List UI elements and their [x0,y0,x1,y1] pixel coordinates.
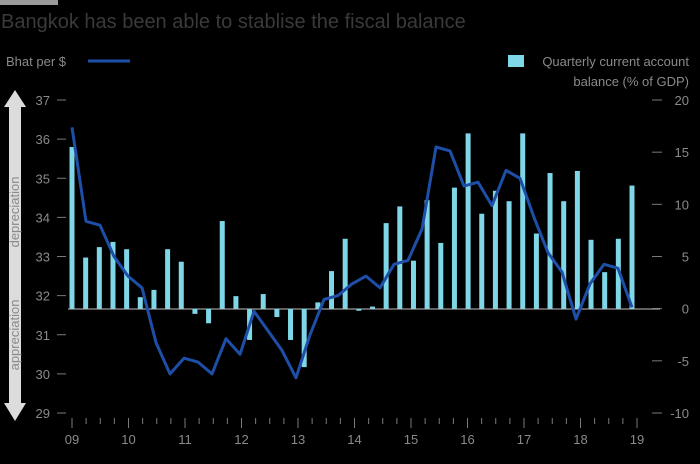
bar [356,308,362,311]
bar [602,272,608,309]
bar [69,146,75,309]
bar [219,221,225,309]
left-tick-label: 34 [36,210,50,225]
right-tick-label: 0 [682,302,689,317]
bar [96,247,102,309]
bar [178,261,184,309]
x-tick-label: 14 [347,432,361,447]
bar [479,213,485,309]
bar [561,201,567,309]
right-tick-label: 5 [682,250,689,265]
bar [260,294,266,309]
left-tick-label: 29 [36,406,50,421]
bar [315,302,321,309]
right-tick-label: 15 [675,145,689,160]
bar [438,242,444,309]
bar [369,306,375,309]
bar [233,296,239,309]
bar [329,271,335,309]
legend-bar-swatch [508,55,524,67]
bar [274,308,280,318]
right-tick-label: -10 [670,406,689,421]
right-tick-label: -5 [677,354,689,369]
bar [506,201,512,309]
bar [192,308,198,314]
bar [574,170,580,309]
x-tick-label: 17 [517,432,531,447]
legend-line-label: Bhat per $ [6,54,67,69]
bar [629,185,635,309]
bar [451,187,457,309]
arrow-label-appreciation: appreciation [7,300,22,371]
bar [424,200,430,309]
right-tick-label: 20 [675,93,689,108]
bar [206,308,212,324]
bar [165,249,171,309]
right-axis: -10 -5 0 5 10 15 20 [652,93,689,421]
left-tick-label: 37 [36,93,50,108]
x-tick-label: 11 [178,432,192,447]
x-tick-label: 18 [573,432,587,447]
legend-bar-label-1: Quarterly current account [542,54,689,69]
chart-title: Bangkok has been able to stablise the fi… [1,11,466,33]
bar [410,260,416,309]
bar [465,133,471,309]
bar [151,289,157,309]
x-tick-label: 15 [404,432,418,447]
bar [588,239,594,309]
x-tick-label: 16 [460,432,474,447]
bar [83,257,89,309]
left-tick-label: 35 [36,171,50,186]
legend-bar-label-2: balance (% of GDP) [573,74,689,89]
x-tick-label: 19 [630,432,644,447]
header-rule [0,0,58,5]
left-tick-label: 32 [36,289,50,304]
right-tick-label: 10 [675,197,689,212]
left-axis: 29 30 31 32 33 34 35 36 37 [36,93,66,421]
bar [397,206,403,309]
x-axis: 09 10 11 12 13 14 15 16 17 18 19 [65,418,644,447]
bar [342,238,348,309]
bar [288,308,294,340]
bar [520,133,526,309]
left-tick-label: 30 [36,367,50,382]
x-tick-label: 13 [291,432,305,447]
bar [137,297,143,309]
bar [301,308,307,368]
bar [492,190,498,309]
x-tick-label: 12 [234,432,248,447]
left-tick-label: 36 [36,132,50,147]
bar [124,249,130,309]
fx-rate-line [70,127,634,380]
x-tick-label: 10 [121,432,135,447]
arrow-label-depreciation: depreciation [7,177,22,248]
bar [547,173,553,309]
left-tick-label: 31 [36,328,50,343]
x-tick-label: 09 [65,432,79,447]
bar [110,241,116,309]
bar [615,238,621,309]
left-tick-label: 33 [36,250,50,265]
bar [383,223,389,309]
depreciation-appreciation-arrow: depreciation appreciation [4,90,26,421]
bar [533,233,539,309]
